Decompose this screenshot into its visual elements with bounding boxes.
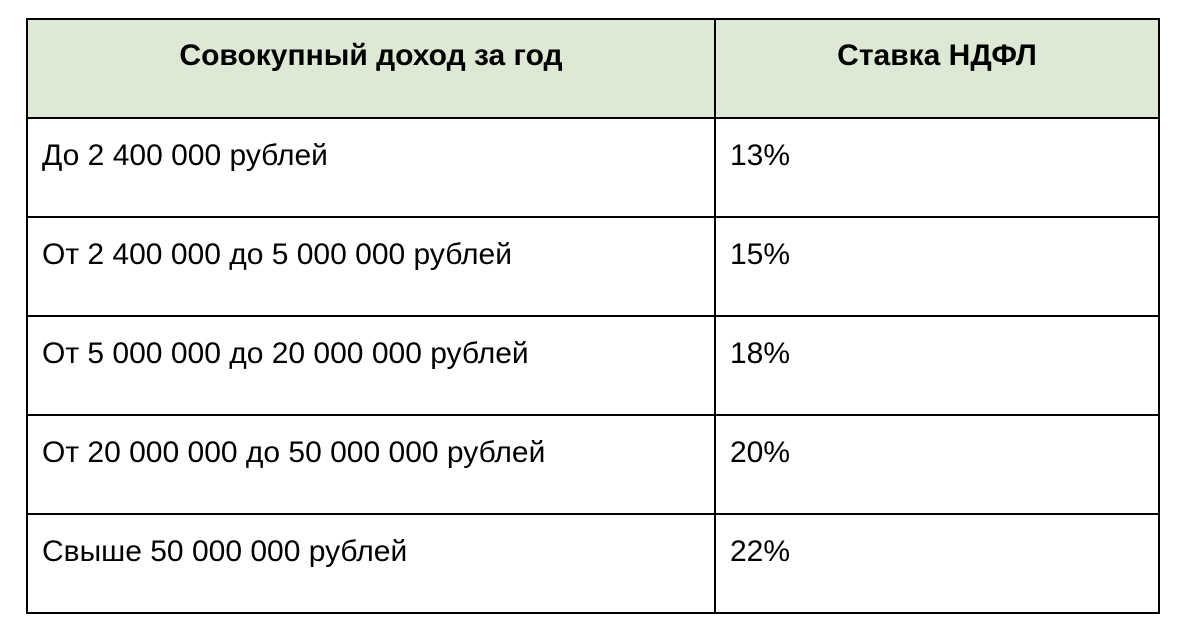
table-row: Свыше 50 000 000 рублей 22% [26, 513, 1160, 614]
table-row: До 2 400 000 рублей 13% [26, 117, 1160, 218]
rate-cell: 22% [714, 513, 1160, 614]
table-header: Совокупный доход за год Ставка НДФЛ [26, 18, 1160, 119]
rate-cell: 13% [714, 117, 1160, 218]
rate-cell: 18% [714, 315, 1160, 416]
table-row: От 2 400 000 до 5 000 000 рублей 15% [26, 216, 1160, 317]
income-cell: До 2 400 000 рублей [26, 117, 716, 218]
rate-cell: 15% [714, 216, 1160, 317]
table-row: От 5 000 000 до 20 000 000 рублей 18% [26, 315, 1160, 416]
income-cell: От 20 000 000 до 50 000 000 рублей [26, 414, 716, 515]
table-body: До 2 400 000 рублей 13% От 2 400 000 до … [26, 117, 1160, 614]
income-cell: От 2 400 000 до 5 000 000 рублей [26, 216, 716, 317]
table-row: От 20 000 000 до 50 000 000 рублей 20% [26, 414, 1160, 515]
income-cell: Свыше 50 000 000 рублей [26, 513, 716, 614]
tax-rate-table: Совокупный доход за год Ставка НДФЛ До 2… [26, 18, 1160, 614]
rate-cell: 20% [714, 414, 1160, 515]
income-cell: От 5 000 000 до 20 000 000 рублей [26, 315, 716, 416]
header-rate: Ставка НДФЛ [714, 18, 1160, 119]
header-row: Совокупный доход за год Ставка НДФЛ [26, 18, 1160, 119]
header-income: Совокупный доход за год [26, 18, 716, 119]
